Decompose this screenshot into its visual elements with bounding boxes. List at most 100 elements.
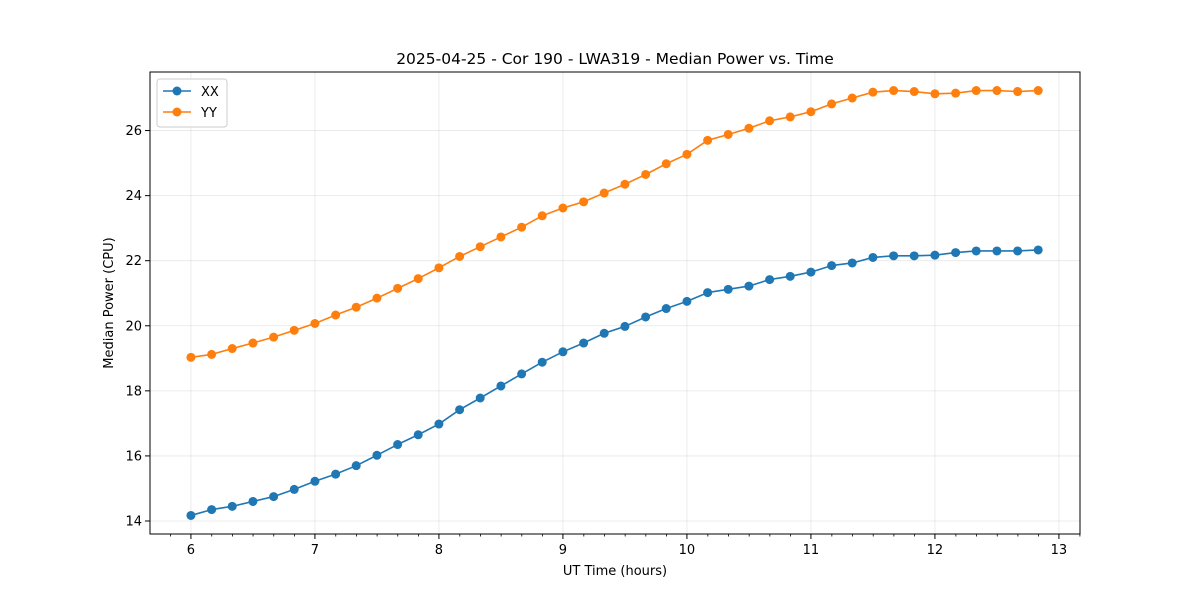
data-point-xx (765, 275, 775, 285)
data-point-xx (331, 469, 341, 479)
data-point-yy (434, 263, 444, 273)
chart-title: 2025-04-25 - Cor 190 - LWA319 - Median P… (396, 50, 834, 68)
data-point-xx (744, 281, 754, 291)
data-point-xx (641, 312, 651, 322)
data-point-xx (310, 476, 320, 486)
data-point-xx (393, 440, 403, 450)
data-point-xx (909, 251, 919, 261)
data-point-yy (248, 338, 258, 348)
data-point-xx (434, 419, 444, 429)
data-point-yy (558, 203, 568, 213)
data-point-yy (868, 87, 878, 97)
data-point-yy (930, 89, 940, 99)
data-point-xx (930, 250, 940, 260)
data-point-yy (579, 197, 589, 207)
data-point-xx (227, 501, 237, 511)
data-point-xx (847, 258, 857, 268)
plot-frame (149, 71, 1081, 535)
data-point-yy (207, 349, 217, 359)
x-tick-label: 8 (435, 543, 443, 558)
legend-label-yy: YY (200, 106, 217, 121)
data-point-yy (744, 123, 754, 133)
data-point-yy (372, 293, 382, 303)
data-point-yy (455, 251, 465, 261)
x-tick-label: 6 (187, 543, 195, 558)
y-tick-label: 18 (125, 384, 142, 399)
data-point-yy (785, 112, 795, 122)
data-point-yy (641, 169, 651, 179)
data-point-yy (1033, 86, 1043, 96)
data-point-xx (620, 321, 630, 331)
series-xx (186, 245, 1043, 520)
y-tick-label: 20 (125, 319, 142, 334)
data-point-xx (517, 369, 527, 379)
data-point-yy (827, 99, 837, 109)
data-point-yy (537, 211, 547, 221)
x-tick-label: 9 (559, 543, 567, 558)
data-point-xx (723, 284, 733, 294)
x-tick-label: 11 (803, 543, 820, 558)
data-point-xx (289, 484, 299, 494)
legend: XX YY (156, 78, 228, 128)
data-point-yy (806, 107, 816, 117)
data-point-yy (992, 86, 1002, 96)
data-point-xx (806, 267, 816, 277)
data-point-yy (475, 242, 485, 252)
data-point-yy (496, 232, 506, 242)
data-point-yy (517, 222, 527, 232)
data-point-xx (248, 496, 258, 506)
data-point-xx (269, 492, 279, 502)
series-layer (186, 86, 1043, 520)
data-point-yy (599, 188, 609, 198)
x-tick-label: 10 (679, 543, 696, 558)
data-point-xx (207, 505, 217, 515)
x-tick-label: 13 (1051, 543, 1068, 558)
data-point-yy (909, 87, 919, 97)
x-tick-label: 7 (311, 543, 319, 558)
y-tick-label: 16 (125, 449, 142, 464)
data-point-yy (847, 93, 857, 103)
data-point-xx (351, 461, 361, 471)
data-point-xx (868, 252, 878, 262)
data-point-yy (971, 86, 981, 96)
axis-ticks: 6 7 8 9 10 11 12 13 14 16 18 20 22 24 26 (125, 124, 1081, 558)
x-axis-label: UT Time (hours) (563, 564, 667, 579)
legend-marker-yy (172, 107, 182, 117)
data-point-xx (661, 304, 671, 314)
data-point-yy (269, 332, 279, 342)
x-tick-label: 12 (927, 543, 944, 558)
data-point-yy (227, 344, 237, 354)
y-tick-label: 22 (125, 254, 142, 269)
data-point-xx (682, 296, 692, 306)
data-point-xx (537, 357, 547, 367)
data-point-yy (331, 310, 341, 320)
data-point-xx (1033, 245, 1043, 255)
data-point-yy (682, 149, 692, 159)
data-point-yy (1013, 87, 1023, 97)
data-point-xx (475, 393, 485, 403)
data-point-yy (351, 302, 361, 312)
data-point-yy (289, 325, 299, 335)
data-point-yy (413, 274, 423, 284)
data-point-xx (971, 246, 981, 256)
data-point-yy (393, 283, 403, 293)
data-point-xx (186, 510, 196, 520)
data-point-xx (372, 450, 382, 460)
y-axis-label: Median Power (CPU) (102, 237, 117, 368)
data-point-xx (558, 347, 568, 357)
data-point-xx (827, 261, 837, 271)
data-point-yy (889, 86, 899, 96)
data-point-xx (703, 288, 713, 298)
y-tick-label: 26 (125, 124, 142, 139)
data-point-xx (599, 328, 609, 338)
series-yy (186, 86, 1043, 362)
data-point-xx (496, 381, 506, 391)
data-point-yy (703, 135, 713, 145)
data-point-yy (186, 352, 196, 362)
data-point-yy (765, 116, 775, 126)
data-point-yy (661, 159, 671, 169)
data-point-yy (310, 318, 320, 328)
data-point-yy (620, 179, 630, 189)
data-point-xx (1013, 246, 1023, 256)
